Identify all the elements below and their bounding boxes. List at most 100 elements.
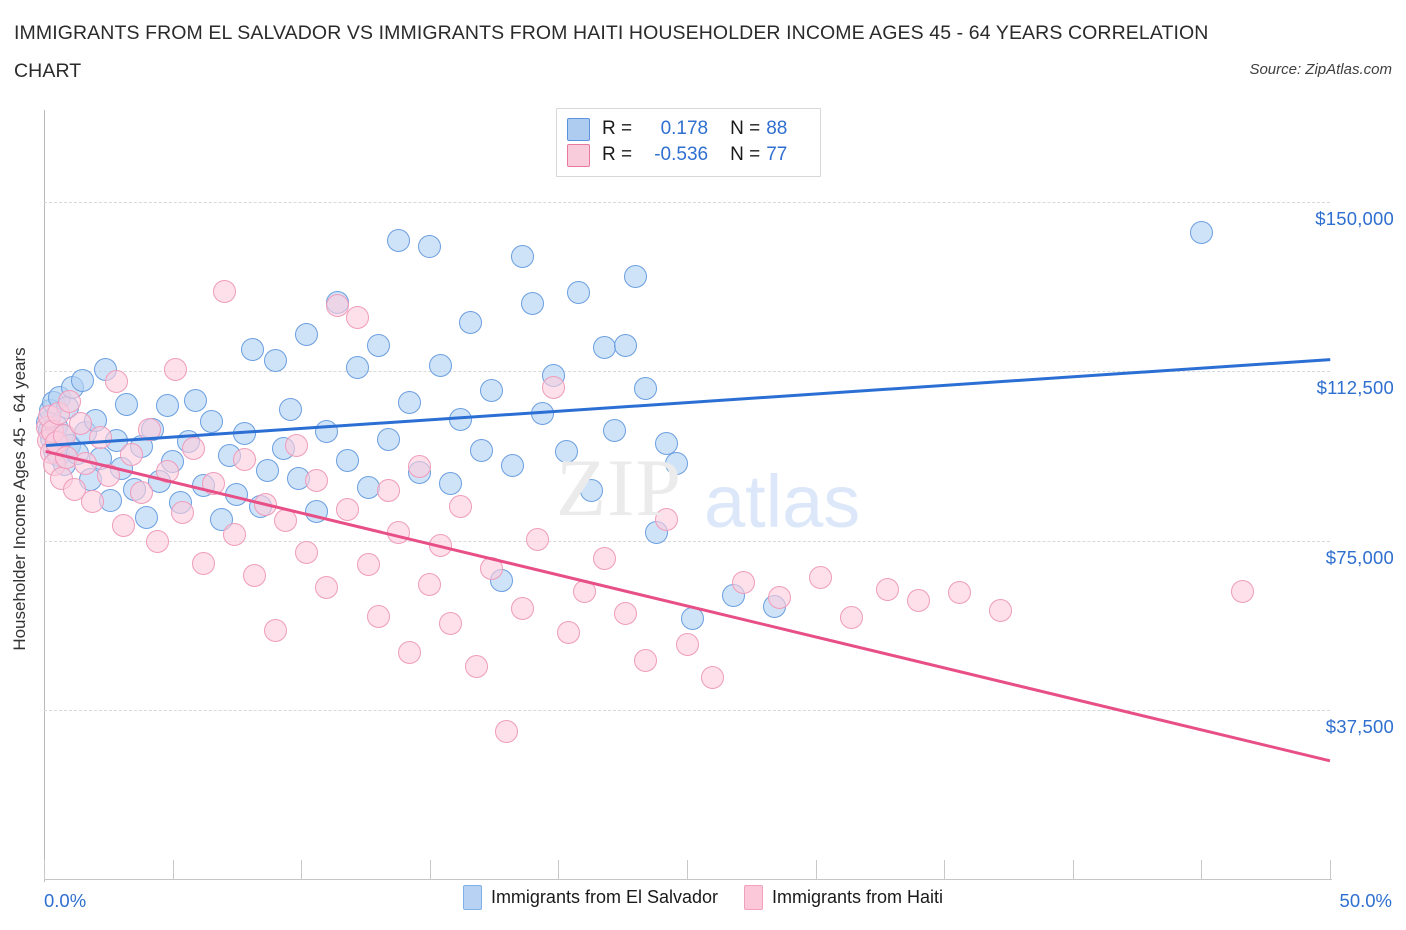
y-axis-tick-label: $150,000 [1315,207,1394,229]
scatter-point [356,475,380,499]
scatter-point [521,292,545,316]
scatter-point [418,573,442,597]
x-axis-tick [944,860,946,880]
scatter-point [541,376,565,400]
scatter-point [366,334,390,358]
scatter-point [191,551,215,575]
scatter-point [112,513,136,537]
x-axis-tick [1330,860,1331,880]
pink-n-value: 77 [766,144,788,165]
scatter-point [459,311,483,335]
scatter-point [480,378,504,402]
stats-row-el-salvador: R = 0.178 N = 88 [567,116,810,142]
scatter-point [567,281,591,305]
scatter-point [135,505,159,529]
scatter-point [233,448,257,472]
x-axis-tick [429,860,431,880]
blue-swatch-icon [567,117,590,141]
legend-label-el-salvador: Immigrants from El Salvador [490,887,719,907]
y-axis-tick-label: $75,000 [1325,546,1394,568]
scatter-point [315,575,339,599]
scatter-point [809,566,833,590]
pink-r-label: R = [602,144,633,165]
scatter-point [263,619,287,643]
scatter-point [1231,580,1255,604]
x-axis-tick [1072,860,1074,880]
scatter-point [397,390,421,414]
scatter-point [377,479,401,503]
scatter-point [155,394,179,418]
correlation-stats-box: R = 0.178 N = 88 R = -0.536 N = 77 [556,108,821,177]
scatter-point [104,370,128,394]
scatter-point [464,655,488,679]
blue-r-label: R = [602,118,633,139]
scatter-point [387,521,411,545]
x-axis-line [44,879,1332,880]
scatter-point [335,498,359,522]
scatter-point [634,648,658,672]
scatter-point [240,338,264,362]
scatter-point [428,353,452,377]
scatter-point [593,546,617,570]
scatter-point [675,632,699,656]
scatter-point [73,451,97,475]
x-axis-tick [44,860,45,880]
page-title-line1: IMMIGRANTS FROM EL SALVADOR VS IMMIGRANT… [14,22,1209,44]
scatter-point [654,432,678,456]
x-axis-tick [815,860,817,880]
scatter-point [256,458,280,482]
scatter-point [96,464,120,488]
scatter-point [397,640,421,664]
legend-item-haiti[interactable]: Immigrants from Haiti [744,885,943,910]
scatter-point [253,492,277,516]
scatter-point [222,523,246,547]
scatter-point [665,452,689,476]
scatter-point [1189,221,1213,245]
series-legend: Immigrants from El Salvador Immigrants f… [0,885,1406,910]
scatter-point [63,478,87,502]
legend-item-el-salvador[interactable]: Immigrants from El Salvador [462,885,719,910]
scatter-point [408,455,431,479]
scatter-point [71,368,95,392]
scatter-point [428,534,452,558]
y-axis-tick-label: $112,500 [1316,377,1394,399]
x-axis-tick [172,860,174,880]
scatter-point [495,719,519,743]
scatter-point [701,666,725,690]
scatter-point [58,390,82,414]
scatter-point [263,348,287,372]
x-axis-tick [301,860,303,880]
scatter-point [469,438,493,462]
scatter-point [81,490,105,514]
scatter-point [554,439,578,463]
x-axis-tick [1201,860,1203,880]
scatter-point [906,588,930,612]
scatter-point [305,468,329,492]
scatter-point [315,420,339,444]
scatter-point [163,358,187,382]
scatter-point [557,620,581,644]
scatter-point [500,453,524,477]
y-axis-line [44,110,45,882]
trendline-haiti [45,449,1330,762]
scatter-point [130,481,154,505]
scatter-point [243,564,267,588]
y-axis-title: Householder Income Ages 45 - 64 years [10,346,29,651]
scatter-point [274,508,298,532]
pink-n-label: N = [730,144,761,165]
source-attribution: Source: ZipAtlas.com [1249,61,1392,78]
scatter-point [294,323,318,347]
scatter-point [284,433,308,457]
scatter-point [418,235,442,259]
scatter-point [531,401,555,425]
scatter-point [145,530,169,554]
gridline [44,201,1330,203]
plot-area [35,117,1331,880]
scatter-point [613,333,637,357]
scatter-point [603,419,627,443]
scatter-point [876,578,900,602]
scatter-point [680,607,704,631]
legend-chip-haiti-icon [744,885,764,910]
scatter-point [480,556,504,580]
legend-label-haiti: Immigrants from Haiti [772,887,944,907]
